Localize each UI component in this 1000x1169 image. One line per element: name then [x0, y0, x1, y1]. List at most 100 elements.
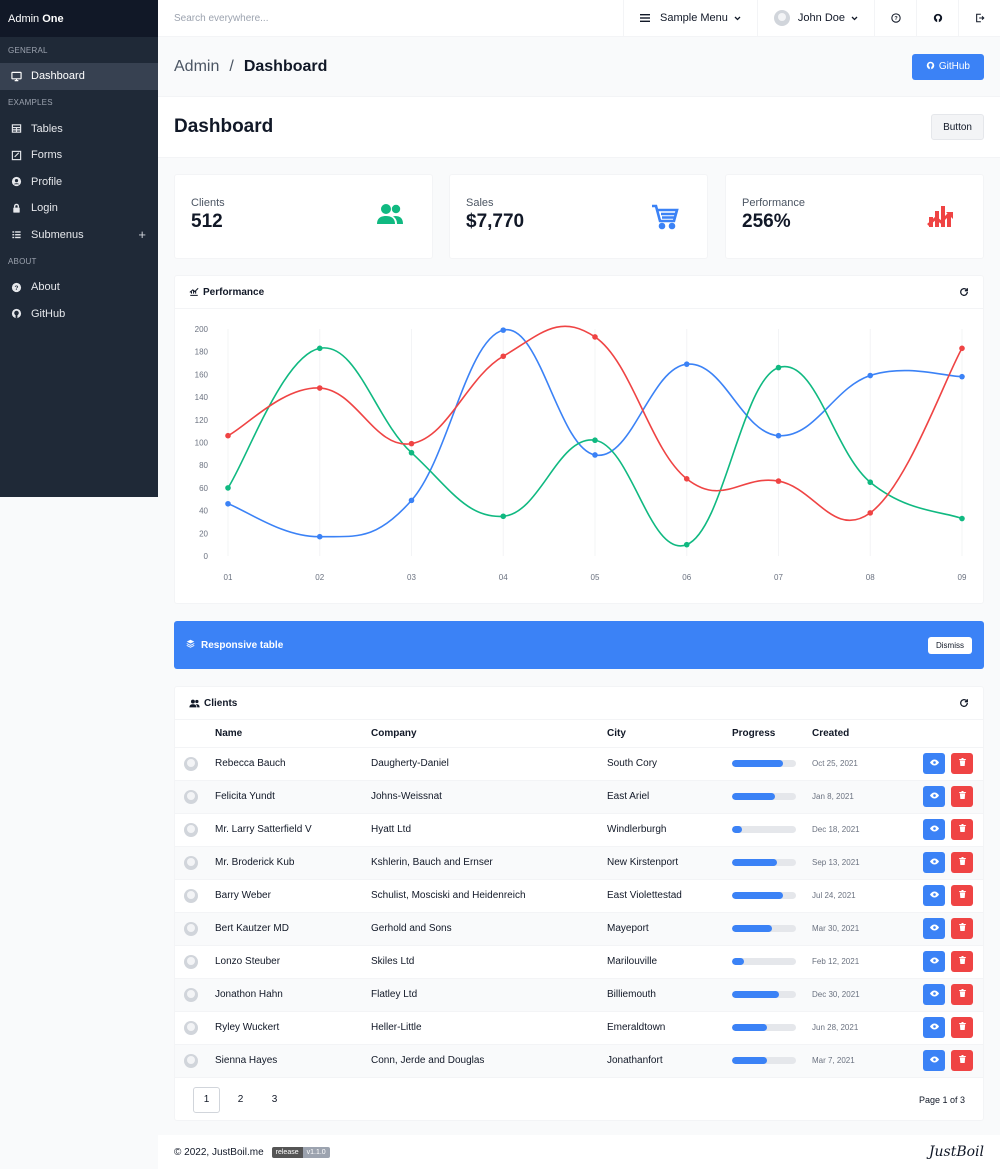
delete-button[interactable]: [951, 1050, 973, 1072]
progress-bar: [732, 1024, 796, 1031]
delete-button[interactable]: [951, 918, 973, 939]
column-header[interactable]: Name: [215, 727, 243, 739]
progress-fill: [732, 760, 783, 767]
sidebar-item-forms[interactable]: Forms: [0, 142, 158, 169]
plus-icon[interactable]: +: [138, 227, 146, 243]
table-row[interactable]: Lonzo Steuber Skiles Ltd Marilouville Feb 1…: [175, 944, 983, 978]
column-header[interactable]: Created: [812, 727, 850, 739]
menu-label-examples: EXAMPLES: [8, 98, 53, 107]
help-button[interactable]: ?: [874, 0, 916, 36]
created-cell: Dec 18, 2021: [812, 812, 902, 846]
progress-fill: [732, 892, 784, 899]
sidebar: Admin One GENERAL Dashboard EXAMPLES Tabl…: [0, 0, 158, 497]
table-row[interactable]: Mr. Broderick Kub Kshlerin, Bauch and Ern…: [175, 845, 983, 879]
hero-button[interactable]: Button: [931, 114, 984, 140]
view-button[interactable]: [923, 1017, 945, 1038]
progress-cell: [732, 911, 812, 945]
view-button[interactable]: [923, 753, 945, 774]
view-button[interactable]: [923, 852, 945, 873]
sidebar-item-github[interactable]: GitHub: [0, 301, 158, 328]
sidebar-item-submenus[interactable]: Submenus +: [0, 222, 158, 249]
progress-bar: [732, 892, 796, 899]
data-point: [867, 372, 874, 379]
delete-button[interactable]: [951, 852, 973, 873]
table-row[interactable]: Bert Kautzer MD Gerhold and Sons Mayeport M…: [175, 911, 983, 945]
delete-button[interactable]: [951, 984, 973, 1005]
created-date: Jun 28, 2021: [812, 1023, 859, 1032]
delete-button[interactable]: [951, 1017, 973, 1038]
table-row[interactable]: Rebecca Bauch Daugherty-Daniel South Cory O…: [175, 746, 983, 780]
avatar: [773, 10, 790, 26]
delete-button[interactable]: [951, 885, 973, 906]
table-row[interactable]: Ryley Wuckert Heller-Little Emeraldtown Jun…: [175, 1010, 983, 1044]
created-cell: Feb 12, 2021: [812, 944, 902, 978]
sidebar-item-login[interactable]: Login: [0, 195, 158, 222]
view-button[interactable]: [923, 1050, 945, 1072]
view-button[interactable]: [923, 819, 945, 840]
svg-text:?: ?: [894, 16, 897, 22]
refresh-icon[interactable]: [959, 287, 969, 297]
avatar-cell: [175, 779, 215, 813]
avatar-cell: [175, 1043, 215, 1077]
user-menu-dropdown[interactable]: John Doe: [756, 0, 874, 36]
company-cell: Flatley Ltd: [371, 977, 607, 1011]
delete-button[interactable]: [951, 753, 973, 774]
view-button[interactable]: [923, 885, 945, 906]
column-header[interactable]: Progress: [732, 727, 776, 739]
trash-icon: [958, 890, 966, 901]
copyright[interactable]: © 2022, JustBoil.me: [174, 1146, 264, 1158]
sample-menu-dropdown[interactable]: Sample Menu: [623, 0, 757, 36]
view-button[interactable]: [923, 786, 945, 807]
sidebar-item-dashboard[interactable]: Dashboard: [0, 63, 158, 90]
delete-button[interactable]: [951, 951, 973, 972]
data-point: [316, 345, 323, 352]
created-date: Dec 18, 2021: [812, 825, 860, 834]
data-point: [592, 334, 598, 340]
progress-bar: [732, 958, 796, 965]
sidebar-item-tables[interactable]: Tables: [0, 116, 158, 143]
page-button[interactable]: 2: [237, 1094, 244, 1105]
brand[interactable]: Admin One: [0, 0, 158, 37]
breadcrumb-root[interactable]: Admin: [174, 57, 220, 75]
github-link-button[interactable]: GitHub: [911, 53, 984, 80]
page-button[interactable]: 1: [193, 1086, 220, 1113]
eye-icon: [929, 1022, 939, 1033]
column-header[interactable]: City: [607, 727, 626, 739]
view-button[interactable]: [923, 984, 945, 1005]
hero-bar: Dashboard Button: [158, 97, 1000, 158]
performance-chart: 01 02 03 04 05 06 07 08 09 0 20 40 60 80 100 120 140 160 1…: [195, 325, 967, 582]
x-tick-label: 02: [315, 573, 324, 582]
company-cell: Gerhold and Sons: [371, 911, 607, 945]
created-date: Jul 24, 2021: [812, 891, 856, 900]
progress-fill: [732, 1057, 768, 1065]
created-date: Feb 12, 2021: [812, 957, 860, 966]
trash-icon: [958, 923, 966, 934]
view-button[interactable]: [923, 951, 945, 972]
sidebar-item-about[interactable]: ? About: [0, 274, 158, 301]
delete-button[interactable]: [951, 786, 973, 807]
refresh-icon[interactable]: [959, 698, 969, 708]
table-row[interactable]: Jonathon Hahn Flatley Ltd Billiemouth Dec 3…: [175, 977, 983, 1011]
chevron-down-icon: [734, 16, 741, 21]
column-header[interactable]: Company: [371, 727, 417, 739]
created-cell: Sep 13, 2021: [812, 845, 902, 879]
y-tick-label: 40: [199, 507, 208, 516]
sidebar-item-profile[interactable]: Profile: [0, 169, 158, 196]
search-input[interactable]: [158, 0, 624, 36]
avatar: [184, 1020, 198, 1035]
table-row[interactable]: Sienna Hayes Conn, Jerde and Douglas Jonat…: [175, 1043, 983, 1077]
company-cell: Kshlerin, Bauch and Ernser: [371, 845, 607, 879]
page-button[interactable]: 3: [271, 1094, 278, 1105]
github-button[interactable]: [916, 0, 958, 36]
delete-button[interactable]: [951, 819, 973, 840]
view-button[interactable]: [923, 918, 945, 939]
justboil-logo[interactable]: JustBoil: [928, 1144, 984, 1160]
table-row[interactable]: Felicita Yundt Johns-Weissnat East Ariel Ja…: [175, 779, 983, 813]
avatar-cell: [175, 746, 215, 780]
logout-button[interactable]: [958, 0, 1000, 36]
table-row[interactable]: Mr. Larry Satterfield V Hyatt Ltd Windlerb…: [175, 812, 983, 846]
menu-label-general: GENERAL: [8, 45, 48, 55]
dismiss-button[interactable]: Dismiss: [928, 636, 972, 654]
progress-bar: [732, 991, 796, 998]
table-row[interactable]: Barry Weber Schulist, Mosciski and Heiden…: [175, 878, 983, 912]
